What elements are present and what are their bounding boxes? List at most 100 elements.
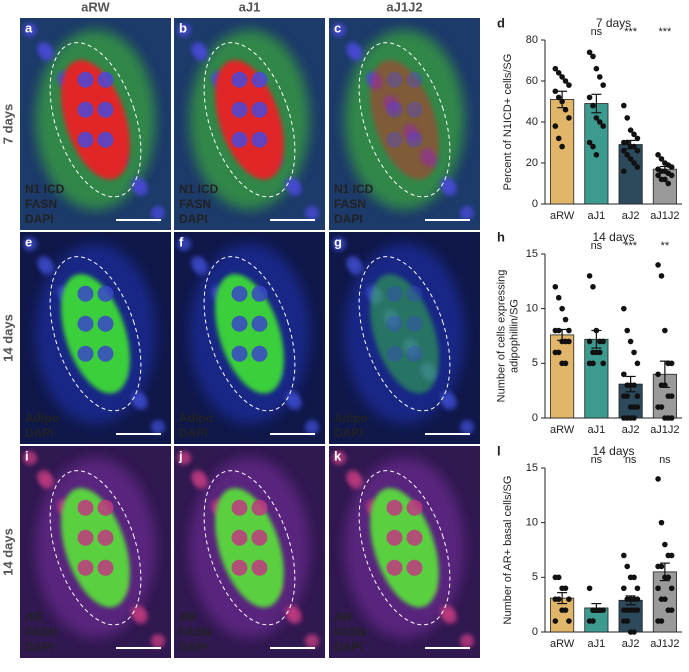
nucleus	[332, 451, 346, 465]
x-tick-label: aJ1	[588, 424, 606, 436]
column-header: aJ1	[239, 0, 261, 14]
data-point	[596, 349, 603, 356]
data-point	[658, 618, 665, 624]
data-point	[655, 371, 661, 378]
nucleus	[131, 391, 145, 405]
outline	[203, 256, 296, 412]
data-point	[590, 53, 596, 60]
gland-nucleus	[97, 131, 114, 148]
data-point	[631, 349, 637, 356]
gland	[61, 274, 130, 394]
gland-nucleus	[386, 315, 403, 332]
gland-nucleus	[386, 285, 403, 302]
x-tick-label: aJ2	[622, 638, 640, 650]
chart-letter: l	[497, 443, 501, 458]
significance-label: ns	[591, 26, 603, 38]
data-point	[559, 143, 565, 150]
nucleus	[305, 420, 319, 434]
gland	[61, 488, 130, 608]
gland-nucleus	[231, 101, 248, 118]
nucleus	[151, 206, 165, 220]
data-point	[662, 596, 668, 602]
gland-nucleus	[97, 559, 114, 576]
nucleus	[285, 605, 299, 619]
nucleus	[332, 23, 346, 37]
y-tick-label: 40	[526, 116, 538, 128]
nucleus	[440, 605, 454, 619]
y-tick-label: 20	[526, 157, 538, 169]
nucleus	[37, 42, 51, 56]
nucleus	[346, 42, 360, 56]
nucleus	[131, 605, 145, 619]
image-content	[174, 18, 325, 230]
data-point	[621, 168, 627, 174]
data-point	[586, 94, 593, 101]
channel-label: FASN	[179, 625, 211, 639]
nucleus	[177, 237, 191, 251]
gland	[370, 488, 439, 608]
data-point	[631, 160, 637, 166]
x-tick-label: aJ2	[622, 210, 640, 222]
data-point	[621, 147, 627, 154]
gland	[370, 60, 439, 180]
data-point	[621, 585, 627, 592]
data-point	[590, 360, 596, 367]
image-content	[174, 232, 325, 444]
image-content	[20, 446, 171, 658]
bar	[618, 144, 643, 205]
data-point	[655, 172, 661, 179]
column-header: aRW	[81, 0, 110, 14]
y-tick-label: 0	[532, 412, 538, 424]
gland-nucleus	[406, 71, 423, 88]
gland-nucleus	[97, 285, 114, 302]
x-tick-label: aJ1	[588, 638, 606, 650]
gland-nucleus	[406, 559, 423, 576]
gland-nucleus	[251, 131, 268, 148]
data-point	[552, 88, 559, 95]
outline	[203, 470, 296, 626]
y-tick-label: 5	[532, 571, 538, 583]
nucleus	[191, 470, 205, 484]
data-point	[624, 563, 631, 570]
data-point	[634, 147, 641, 154]
data-point	[655, 152, 661, 158]
gland-nucleus	[251, 499, 268, 516]
channel-label: DAPI	[334, 426, 363, 440]
outline	[49, 256, 142, 412]
data-point	[662, 541, 668, 548]
significance-label: ***	[658, 26, 672, 38]
nucleus	[332, 237, 346, 251]
data-point	[624, 618, 631, 624]
data-point	[552, 65, 559, 72]
channel-label: N1 ICD	[179, 182, 219, 196]
data-point	[600, 360, 606, 367]
data-point	[634, 404, 641, 410]
chart-title: 14 days	[592, 230, 634, 244]
data-point	[566, 115, 572, 121]
channel-label: Adipo	[179, 411, 213, 425]
data-point	[600, 338, 606, 345]
data-point	[627, 338, 634, 345]
gland-nucleus	[77, 131, 94, 148]
channel-label: FASN	[179, 197, 211, 211]
outline	[358, 256, 451, 412]
x-tick-label: aRW	[550, 424, 575, 436]
data-point	[655, 585, 661, 592]
data-point	[586, 585, 593, 592]
nucleus	[285, 391, 299, 405]
significance-label: ns	[591, 240, 603, 252]
gland-nucleus	[386, 101, 403, 118]
image-content	[20, 232, 171, 444]
gland-nucleus	[251, 559, 268, 576]
nucleus	[460, 206, 474, 220]
gland-nucleus	[77, 345, 94, 362]
y-tick-label: 10	[526, 303, 538, 315]
x-tick-label: aJ1J2	[650, 424, 679, 436]
channel-label: DAPI	[334, 212, 363, 226]
data-point	[631, 629, 637, 635]
nucleus	[177, 23, 191, 37]
row-label: 14 days	[0, 314, 15, 362]
nucleus	[151, 634, 165, 648]
